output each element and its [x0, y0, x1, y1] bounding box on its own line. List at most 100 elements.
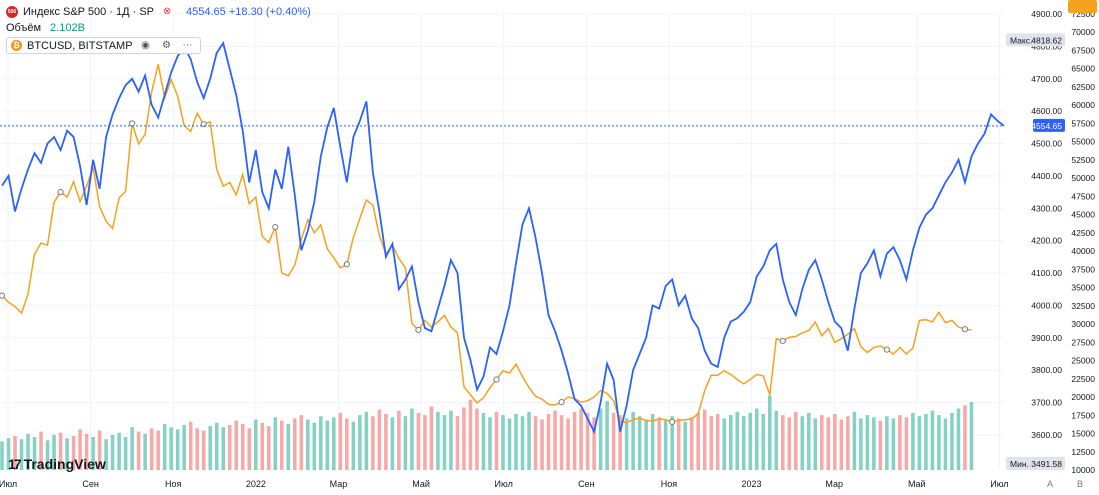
volume-bar [774, 410, 779, 470]
volume-bar [91, 437, 95, 470]
main-symbol-row[interactable]: 500 Индекс S&P 500 · 1Д · SP ⊗ 4554.65 +… [6, 4, 311, 20]
btc-last-badge: 29177 [1070, 0, 1094, 2]
event-marker [0, 292, 6, 299]
volume-bar [846, 416, 850, 470]
close-icon[interactable]: ⊗ [162, 6, 172, 17]
volume-bar [859, 418, 863, 470]
volume-bar [182, 424, 186, 470]
btc-line [1, 64, 972, 424]
spx-tick-label: 4200.00 [1031, 236, 1062, 246]
volume-bar [19, 439, 24, 470]
volume-bar [618, 415, 622, 470]
volume-bar [553, 410, 557, 470]
volume-bar [123, 437, 128, 470]
volume-bar [273, 417, 278, 470]
price-lines [1, 40, 1005, 435]
volume-bar [299, 415, 304, 470]
more-icon[interactable]: ⋯ [182, 39, 193, 51]
time-tick-label: Мар [825, 479, 843, 489]
volume-bar [683, 421, 687, 470]
event-marker [669, 418, 676, 425]
volume-bar [820, 415, 824, 470]
time-tick-label: Ноя [165, 479, 182, 489]
spx-tick-label: 4600.00 [1031, 106, 1062, 116]
volume-bar [826, 417, 831, 470]
volume-row[interactable]: Объём 2.102B [6, 20, 311, 36]
volume-bar [345, 418, 349, 470]
volume-bar [462, 407, 466, 470]
btc-tick-label: 70000 [1071, 27, 1095, 37]
spx-tick-label: 3700.00 [1031, 398, 1062, 408]
time-tick-label: Июл [0, 479, 17, 489]
volume-bar [104, 439, 108, 470]
compare-symbol-title[interactable]: BTCUSD, BITSTAMP [27, 39, 133, 52]
event-marker [961, 326, 969, 333]
volume-bar [130, 427, 134, 470]
volume-bar [253, 419, 258, 470]
btc-tick-label: 22500 [1071, 374, 1095, 384]
btc-tick-label: 35000 [1071, 283, 1095, 293]
volume-bar [501, 415, 505, 470]
volume-bar [227, 424, 232, 470]
btc-price-axis[interactable]: 10000 12500 15000 17500 20000 22500 25000 27500… [1071, 9, 1095, 475]
volume-bar [468, 399, 473, 470]
spx-logo-icon: 500 [6, 6, 18, 18]
min-badge-value: 3491.58 [1031, 459, 1062, 469]
volume-bar [39, 431, 43, 470]
volume-bar [188, 421, 193, 470]
time-axis[interactable]: Июл Сен Ноя 2022 Мар Май Июл Сен Ноя 2023 Мар Май Ию… [0, 479, 1083, 489]
volume-bar [423, 415, 427, 470]
volume-bar [702, 409, 707, 470]
volume-bar [540, 419, 544, 470]
volume-bar [566, 418, 570, 470]
max-badge-label: Макс. [1010, 35, 1032, 45]
spx-price-axis[interactable]: 3600.00 3700.00 3800.00 3900.00 4000.00 4100.… [1031, 9, 1062, 440]
volume-bar [280, 420, 284, 470]
spx-tick-label: 4700.00 [1031, 74, 1062, 84]
gear-icon[interactable]: ⚙ [162, 39, 172, 51]
volume-bar [221, 427, 225, 470]
btc-tick-label: 40000 [1071, 246, 1095, 256]
volume-bar [852, 411, 857, 470]
volume-bar [65, 438, 69, 470]
volume-bar [963, 405, 967, 470]
spx-3900-badge: 3900.00 [1031, 333, 1062, 343]
volume-bar [214, 422, 219, 470]
volume-bar [475, 408, 479, 470]
volume-bar [338, 412, 343, 470]
volume-bar [436, 411, 440, 470]
spx-tick-label: 4500.00 [1031, 139, 1062, 149]
event-marker [493, 376, 500, 383]
compare-symbol-row[interactable]: ₿ BTCUSD, BITSTAMP ◉ ⚙ ⋯ [6, 37, 201, 54]
spx-tick-label: 4000.00 [1031, 300, 1062, 310]
volume-bar [293, 418, 297, 470]
volume-value: 2.102B [50, 22, 85, 34]
volume-bar [943, 418, 948, 470]
volume-bar [741, 416, 746, 470]
volume-bar [325, 420, 330, 470]
volume-bar [58, 432, 63, 470]
volume-bar [449, 410, 453, 470]
volume-bar [813, 418, 818, 470]
spx-tick-label: 3600.00 [1031, 430, 1062, 440]
spx-tick-label: 4300.00 [1031, 203, 1062, 213]
time-tick-label: Июл [495, 479, 513, 489]
price-change: 4554.65 +18.30 (+0.40%) [186, 6, 311, 18]
volume-bar [807, 412, 811, 470]
volume-bar [247, 428, 252, 470]
volume-bar [26, 433, 30, 470]
symbol-title[interactable]: Индекс S&P 500 · 1Д · SP [23, 6, 155, 18]
event-marker [883, 346, 890, 353]
tradingview-logo[interactable]: 17 TradingView [8, 456, 106, 472]
volume-bar [162, 423, 167, 470]
volume-bar [397, 410, 401, 470]
time-tick-label: Сен [82, 479, 99, 489]
btc-tick-label: 52500 [1071, 155, 1095, 165]
btc-tick-label: 12500 [1071, 447, 1095, 457]
volume-bar [351, 421, 356, 470]
volume-bar [6, 438, 11, 470]
eye-icon[interactable]: ◉ [141, 39, 150, 51]
btc-tick-label: 45000 [1071, 210, 1095, 220]
volume-bar [429, 406, 434, 470]
